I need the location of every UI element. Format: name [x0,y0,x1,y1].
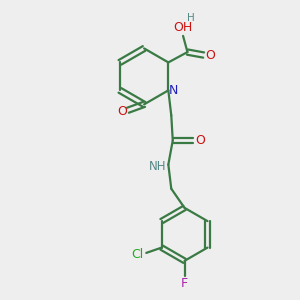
Text: O: O [205,49,215,62]
Text: F: F [181,277,188,290]
Text: N: N [169,84,178,97]
Text: Cl: Cl [131,248,144,261]
Text: NH: NH [149,160,167,172]
Text: H: H [188,13,195,22]
Text: OH: OH [173,21,193,34]
Text: O: O [195,134,205,147]
Text: O: O [117,105,127,118]
